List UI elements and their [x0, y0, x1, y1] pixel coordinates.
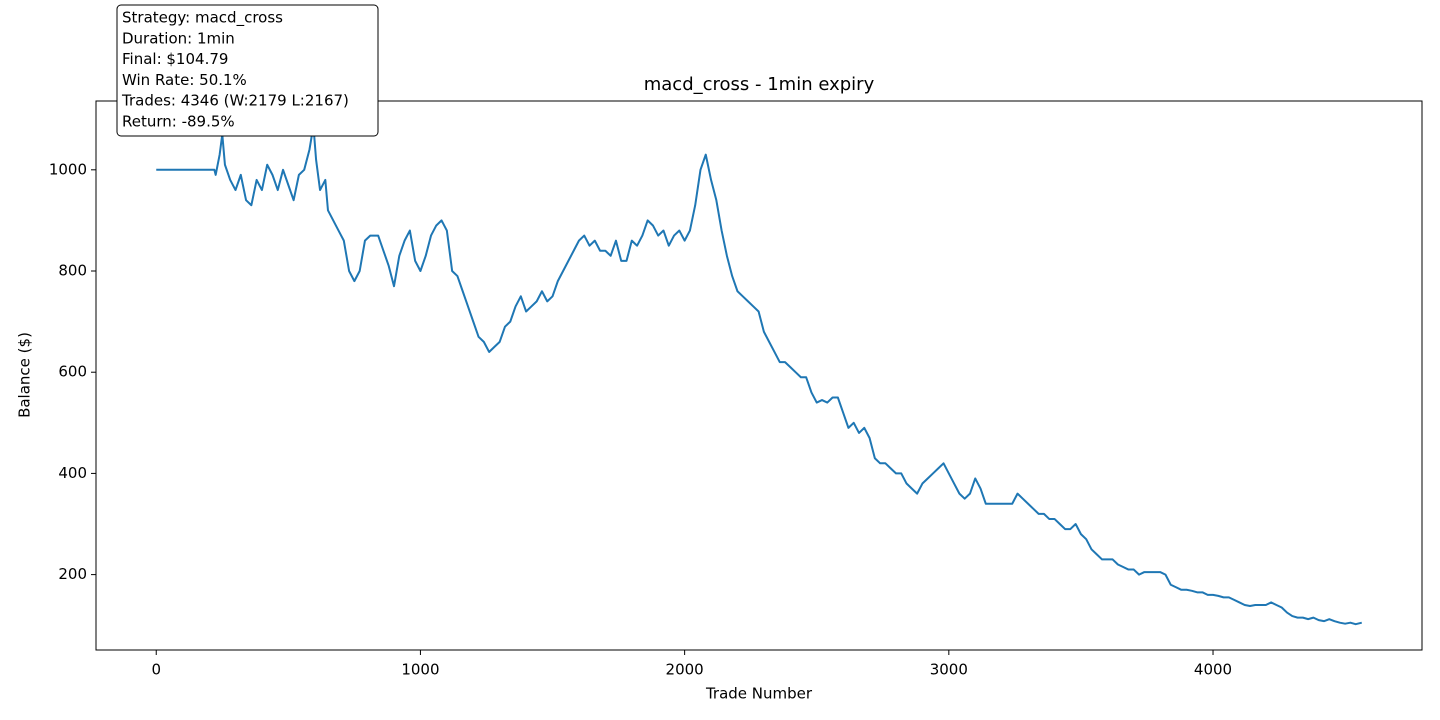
plot-frame: [95, 100, 1423, 651]
annotation-line: Return: -89.5%: [122, 113, 235, 131]
y-tick-label: 1000: [49, 160, 87, 178]
y-tick-label: 400: [58, 464, 87, 482]
x-tick-label: 0: [151, 661, 161, 679]
annotation-line: Final: $104.79: [122, 50, 228, 68]
x-tick-label: 3000: [930, 661, 968, 679]
annotation-line: Trades: 4346 (W:2179 L:2167): [121, 92, 349, 110]
y-tick-label: 200: [58, 565, 87, 583]
y-tick-label: 800: [58, 262, 87, 280]
annotation-box: [116, 4, 379, 137]
x-tick-label: 2000: [666, 661, 704, 679]
x-tick-label: 4000: [1194, 661, 1232, 679]
annotation-line: Win Rate: 50.1%: [122, 71, 247, 89]
annotation-line: Duration: 1min: [122, 29, 235, 47]
y-axis-label: Balance ($): [16, 332, 34, 418]
y-tick-label: 600: [58, 363, 87, 381]
annotation-line: Strategy: macd_cross: [122, 9, 283, 28]
chart-title: macd_cross - 1min expiry: [644, 74, 875, 95]
x-tick-label: 1000: [401, 661, 439, 679]
x-axis-label: Trade Number: [705, 685, 813, 703]
line-series: [156, 124, 1363, 626]
